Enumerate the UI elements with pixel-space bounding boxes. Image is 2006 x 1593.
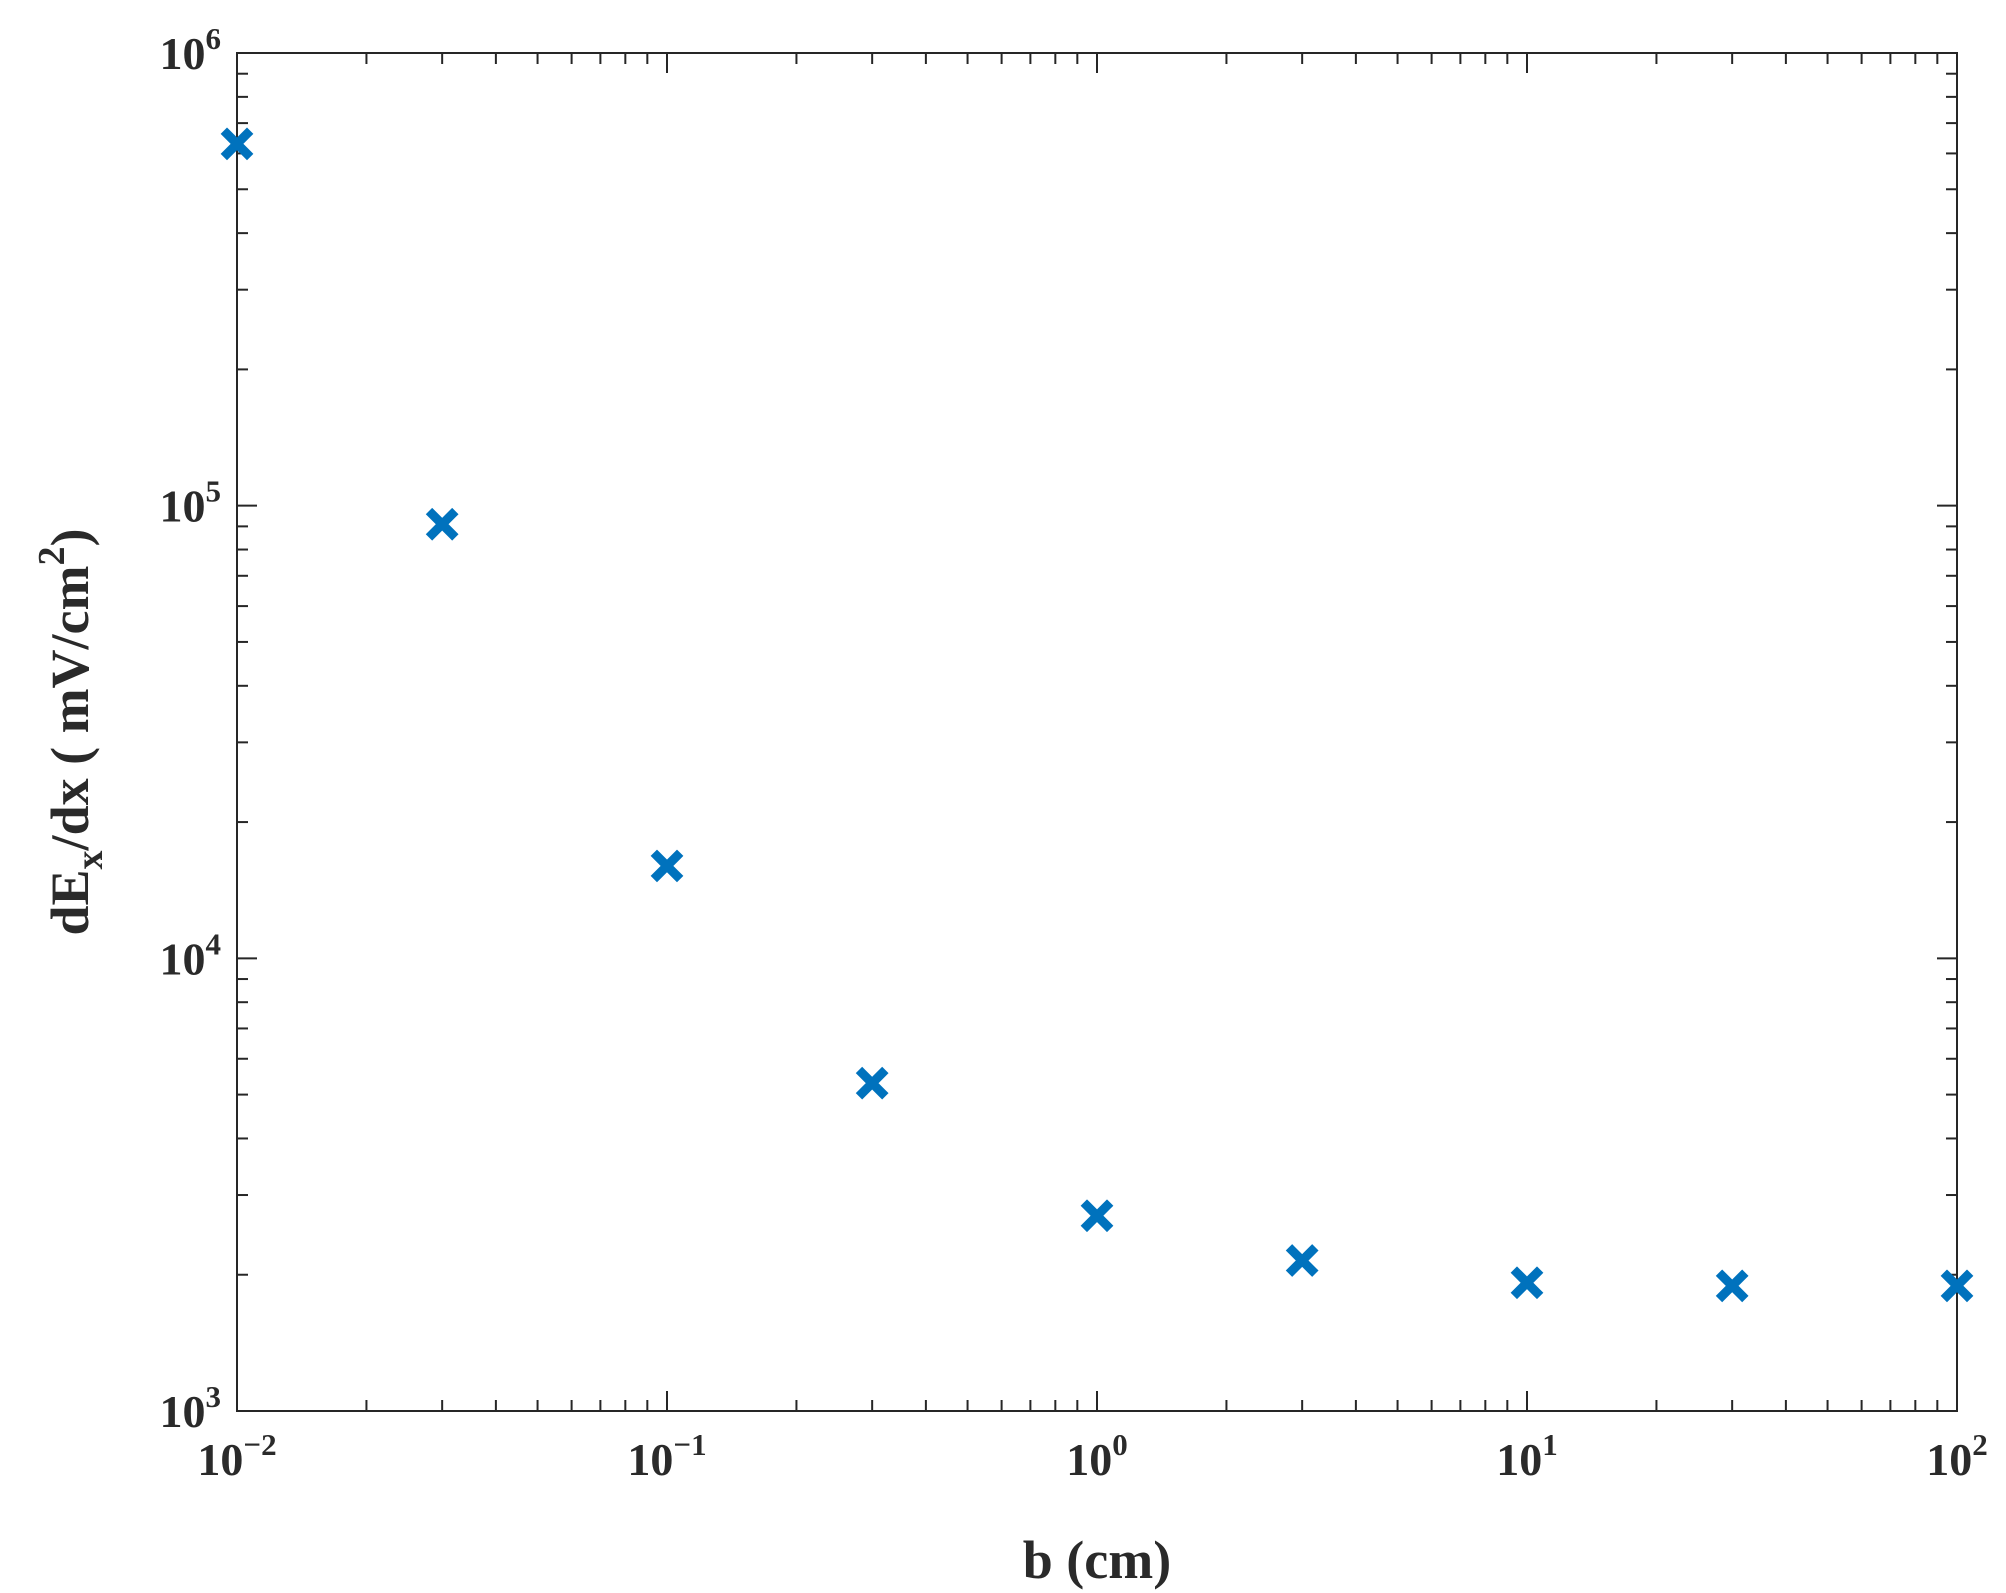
data-point-marker — [650, 849, 684, 883]
y-axis-title-sub: x — [69, 850, 111, 869]
data-point-marker — [855, 1066, 889, 1100]
x-tick-label: 101 — [1496, 1427, 1558, 1485]
data-point-marker — [1510, 1266, 1544, 1300]
y-tick-label: 105 — [160, 474, 222, 532]
minor-ticks — [237, 53, 1957, 1411]
data-point-marker — [1080, 1199, 1114, 1233]
x-tick-label: 10−1 — [627, 1427, 706, 1485]
y-axis-title-rest: /dx ( mV/cm — [40, 565, 100, 851]
data-point-marker — [1715, 1269, 1749, 1303]
y-axis-title-sup: 2 — [31, 546, 73, 565]
y-tick-label: 104 — [160, 926, 222, 984]
data-point-marker — [1285, 1244, 1319, 1277]
data-point-marker — [220, 127, 254, 161]
plot-frame — [236, 52, 1958, 1412]
x-tick-label: 102 — [1926, 1427, 1988, 1485]
data-points — [220, 127, 1974, 1303]
x-tick-label: 100 — [1066, 1427, 1128, 1485]
y-axis-title-close: ) — [40, 529, 100, 547]
x-tick-label: 10−2 — [197, 1427, 276, 1485]
plot-area — [237, 53, 1957, 1411]
y-tick-label: 103 — [160, 1379, 222, 1437]
x-tick-labels: 10−2 10−1 100 101 102 — [197, 1427, 1987, 1485]
y-axis-title: dEx/dx ( mV/cm2) — [31, 529, 111, 936]
y-tick-label: 106 — [160, 21, 222, 79]
data-point-marker — [425, 507, 459, 541]
y-axis-title-main: dE — [40, 869, 100, 935]
x-axis-title: b (cm) — [1023, 1530, 1171, 1590]
y-tick-labels: 103 104 105 106 — [160, 21, 222, 1437]
data-point-marker — [1940, 1269, 1974, 1303]
